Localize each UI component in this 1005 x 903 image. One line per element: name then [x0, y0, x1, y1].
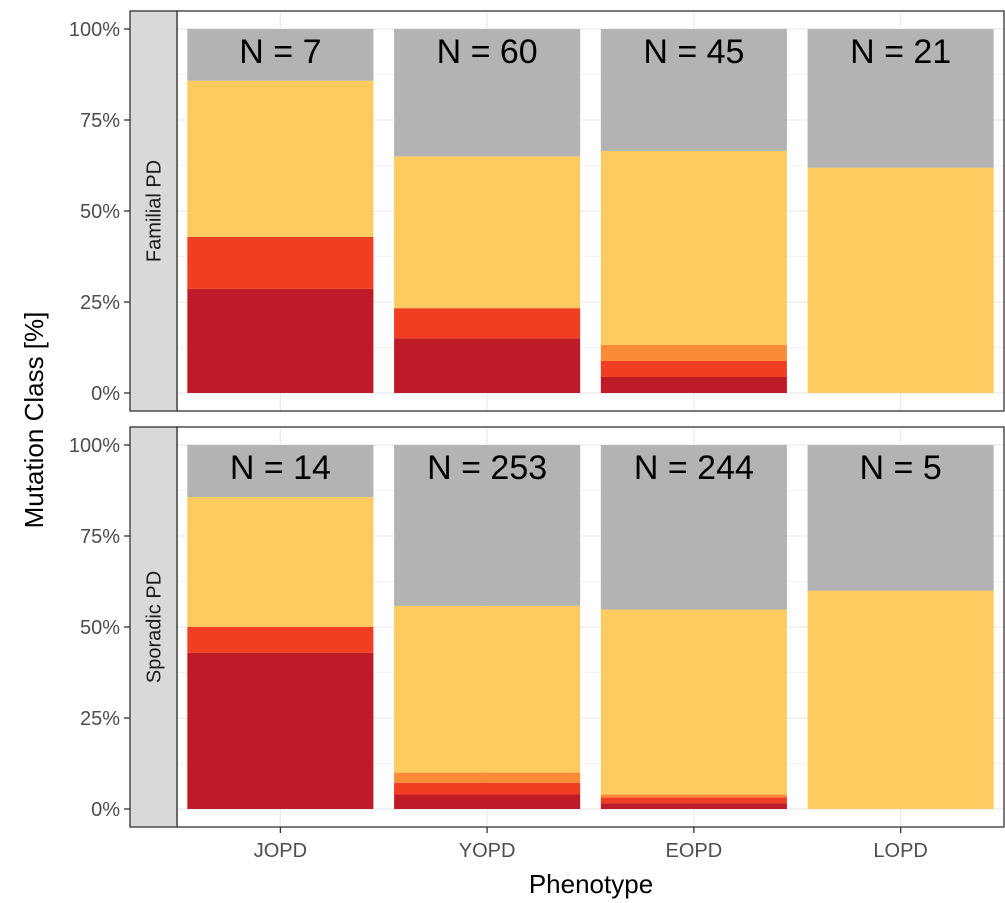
y-tick-label: 25% [80, 708, 120, 730]
n-label: N = 7 [239, 33, 321, 71]
bar-segment [807, 590, 994, 809]
y-tick-label: 50% [80, 617, 120, 639]
bar-segment [394, 156, 581, 309]
bar-segment [600, 150, 787, 345]
bar-segment [807, 445, 994, 591]
bar-segment [394, 445, 581, 606]
bar-segment [600, 344, 787, 361]
bar-segment [187, 497, 374, 627]
panel-2: N = 14 N = 253 N = 244 N = 5 Sporadic PD 0% 25… [69, 426, 1005, 828]
y-tick-label: 100% [69, 19, 120, 41]
x-axis-title: Phenotype [529, 869, 653, 899]
y-tick-label: 25% [80, 292, 120, 314]
panels: N = 7 N = 60 N = 45 N = 21 Familial PD 0% 25% 5… [69, 10, 1005, 862]
bars [187, 29, 994, 393]
bar-segment [187, 29, 374, 81]
bar-segment [187, 445, 374, 498]
bar-segment [600, 609, 787, 795]
n-label: N = 60 [437, 33, 538, 71]
bar-segment [187, 236, 374, 289]
bar-segment [807, 29, 994, 168]
strip-label: Sporadic PD [144, 571, 166, 683]
bar-segment [600, 376, 787, 393]
bar-segment [600, 797, 787, 804]
n-label: N = 244 [634, 449, 754, 487]
bar-segment [807, 167, 994, 393]
bar-segment [394, 29, 581, 157]
y-tick-label: 75% [80, 110, 120, 132]
y-tick-label: 50% [80, 201, 120, 223]
y-axis: 0% 25% 50% 75% 100% [69, 19, 130, 405]
strip-background [129, 426, 178, 828]
bar-segment [600, 29, 787, 151]
bar-segment [394, 338, 581, 393]
bar-segment [394, 308, 581, 339]
panel-1: N = 7 N = 60 N = 45 N = 21 Familial PD 0% 25% 5… [69, 10, 1005, 412]
x-tick-label: LOPD [873, 840, 927, 862]
bars [187, 445, 994, 809]
y-tick-label: 100% [69, 435, 120, 457]
strip-background [129, 10, 178, 412]
n-label: N = 14 [230, 449, 331, 487]
bar-segment [394, 772, 581, 783]
bar-segment [600, 803, 787, 809]
y-tick-label: 75% [80, 526, 120, 548]
strip-label: Familial PD [144, 160, 166, 262]
y-axis-title: Mutation Class [%] [19, 312, 49, 529]
x-tick-label: YOPD [459, 840, 516, 862]
bar-segment [600, 360, 787, 377]
y-tick-label: 0% [91, 383, 120, 405]
bar-segment [187, 80, 374, 237]
bar-segment [394, 794, 581, 809]
x-tick-label: EOPD [666, 840, 723, 862]
n-label: N = 45 [643, 33, 744, 71]
x-axis: JOPD YOPD EOPD LOPD [254, 827, 928, 862]
n-label: N = 253 [427, 449, 547, 487]
x-tick-label: JOPD [254, 840, 307, 862]
bar-segment [187, 288, 374, 393]
y-tick-label: 0% [91, 799, 120, 821]
bar-segment [187, 627, 374, 653]
bar-segment [600, 794, 787, 798]
n-label: N = 21 [850, 33, 951, 71]
n-label: N = 5 [860, 449, 942, 487]
bar-segment [187, 652, 374, 809]
bar-segment [394, 605, 581, 773]
bar-segment [600, 445, 787, 610]
y-axis: 0% 25% 50% 75% 100% [69, 435, 130, 821]
bar-segment [394, 782, 581, 795]
